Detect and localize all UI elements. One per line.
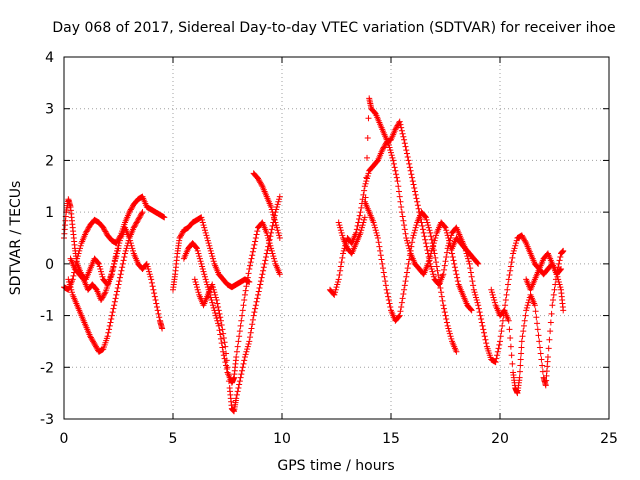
axis-ticks — [63, 56, 610, 420]
data-point-markers — [191, 193, 283, 415]
y-tick-label: 2 — [45, 153, 54, 169]
y-tick-label: -3 — [40, 412, 54, 428]
x-tick-label: 10 — [273, 431, 291, 447]
x-tick-label: 20 — [491, 431, 509, 447]
data-point-markers — [488, 247, 567, 397]
data-point-markers — [523, 250, 565, 293]
y-tick-label: 3 — [45, 102, 54, 118]
x-tick-label: 0 — [60, 431, 69, 447]
data-point-markers — [361, 198, 460, 355]
series-track-k — [361, 198, 460, 355]
series-track-m — [488, 247, 567, 397]
series-track-g — [191, 193, 283, 415]
x-tick-label: 5 — [169, 431, 178, 447]
series-track-h — [250, 170, 283, 241]
x-axis-label: GPS time / hours — [277, 458, 394, 474]
data-point-markers — [250, 170, 283, 241]
y-tick-label: 4 — [45, 50, 54, 66]
data-point-markers — [67, 245, 122, 304]
y-tick-label: -2 — [40, 360, 54, 376]
series-track-d — [67, 245, 122, 304]
y-tick-label: -1 — [40, 309, 54, 325]
y-tick-label: 0 — [45, 257, 54, 273]
data-point-markers — [65, 209, 146, 355]
x-tick-label: 25 — [600, 431, 618, 447]
x-tick-label: 15 — [382, 431, 400, 447]
grid — [64, 57, 609, 419]
chart-title: Day 068 of 2017, Sidereal Day-to-day VTE… — [52, 20, 615, 36]
series-track-f — [180, 219, 283, 386]
plot-frame — [63, 56, 610, 420]
axis-tick-labels: 0 5 10 15 20 25 -3 -2 -1 0 1 2 3 4 — [40, 50, 618, 447]
series-track-e — [170, 214, 253, 293]
y-axis-label: SDTVAR / TECUs — [8, 181, 24, 296]
series-track-c — [65, 209, 146, 355]
y-tick-label: 1 — [45, 205, 54, 221]
data-points — [61, 95, 567, 415]
series-track-n — [523, 250, 565, 293]
data-point-markers — [180, 219, 283, 386]
data-point-markers — [170, 214, 253, 293]
